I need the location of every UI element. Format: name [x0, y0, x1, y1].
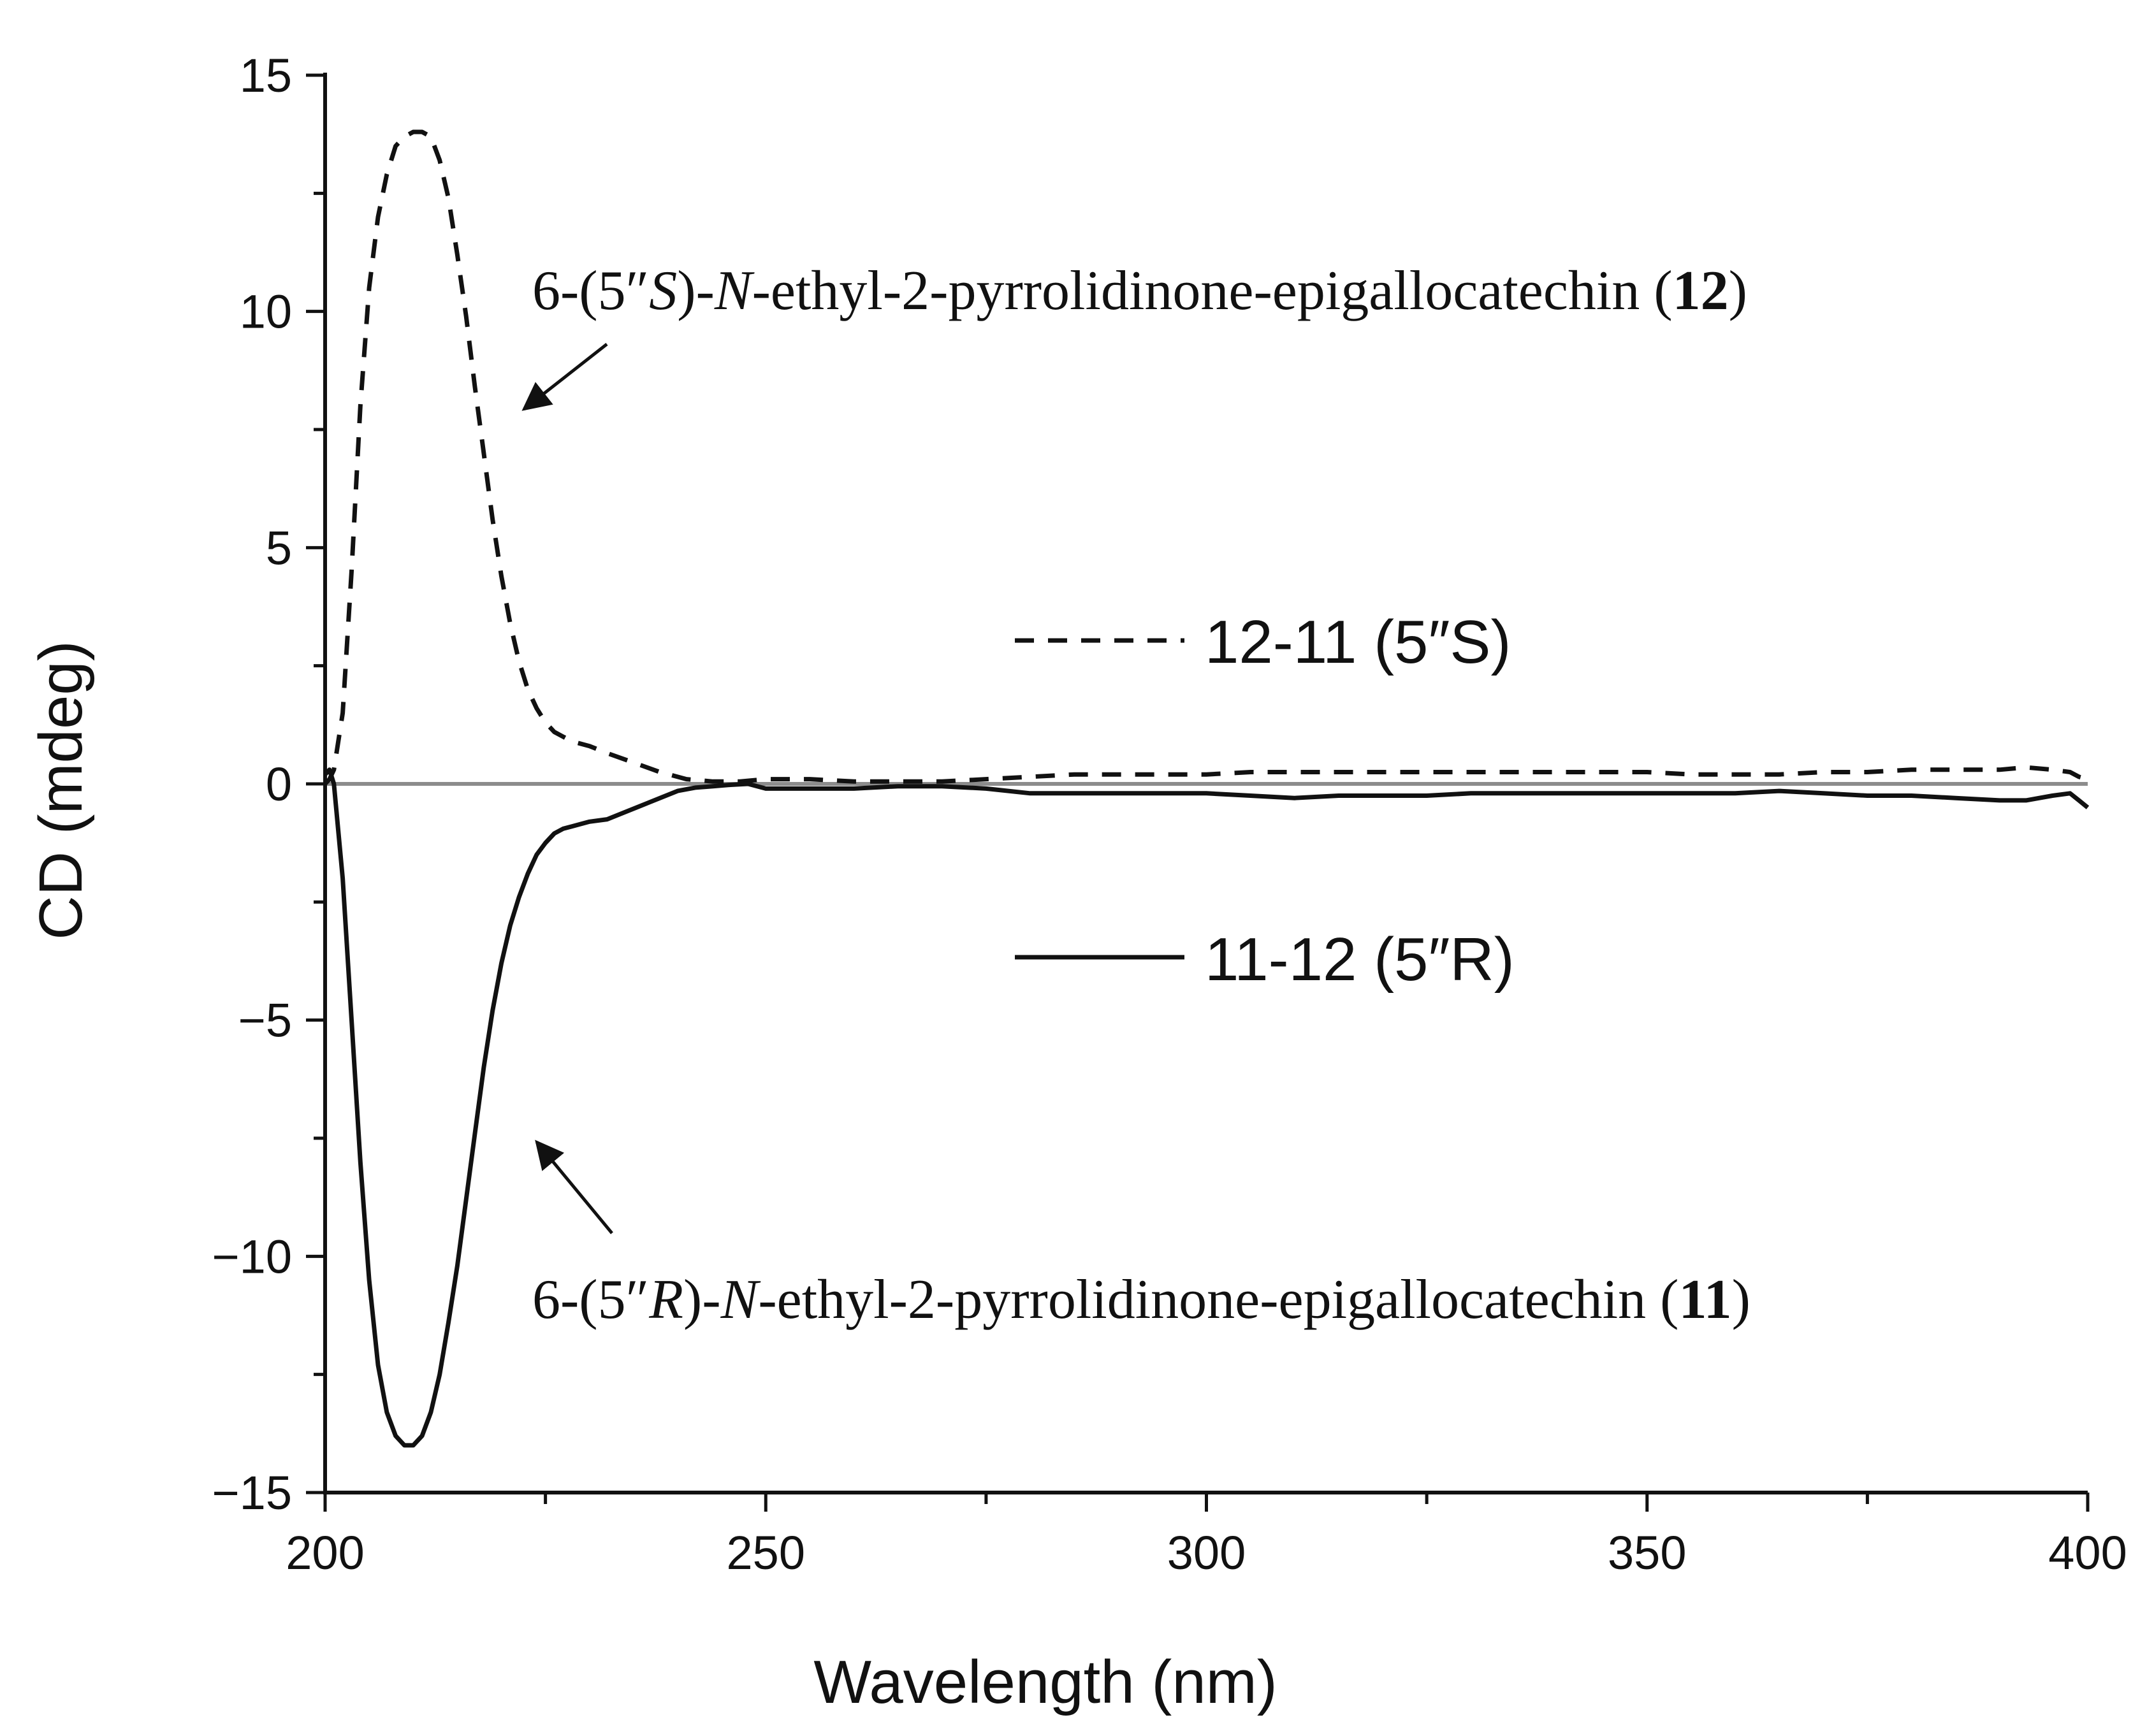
annotation-text-compound-11: 6-(5″R)-N-ethyl-2-pyrrolidinone-epigallo…	[532, 1269, 1750, 1331]
annotation-arrow-compound-11	[535, 1139, 613, 1234]
y-tick-label: −10	[212, 1230, 292, 1283]
legend-label-11-12-5R: 11-12 (5″R)	[1205, 925, 1515, 994]
y-tick-label: −5	[238, 994, 292, 1047]
annotation-arrow-compound-12	[521, 343, 608, 411]
annotation-compound-11: 6-(5″R)-N-ethyl-2-pyrrolidinone-epigallo…	[532, 1139, 1750, 1331]
x-tick-label: 400	[2048, 1526, 2127, 1579]
y-tick-label: −15	[212, 1466, 292, 1519]
y-tick-label: 15	[240, 49, 292, 102]
x-axis-title: Wavelength (nm)	[813, 1648, 1277, 1716]
y-axis-ticks: 15 10 5 0 −5 −10 −15	[212, 49, 325, 1519]
y-tick-label: 0	[266, 758, 292, 811]
x-tick-label: 300	[1167, 1526, 1246, 1579]
legend-label-12-11-5S: 12-11 (5″S)	[1205, 608, 1511, 676]
x-tick-label: 200	[286, 1526, 364, 1579]
annotation-compound-12: 6-(5″S)-N-ethyl-2-pyrrolidinone-epigallo…	[521, 260, 1747, 411]
y-axis-title: CD (mdeg)	[27, 640, 95, 939]
series-line-12-11-5S	[323, 129, 2088, 786]
x-axis-ticks: 200 250 300 350 400	[286, 1493, 2127, 1579]
series-line-11-12-5R	[323, 767, 2090, 1448]
x-tick-label: 250	[727, 1526, 805, 1579]
x-tick-label: 350	[1608, 1526, 1686, 1579]
y-tick-label: 10	[240, 286, 292, 338]
legend: 12-11 (5″S) 11-12 (5″R)	[1015, 608, 1515, 994]
annotation-text-compound-12: 6-(5″S)-N-ethyl-2-pyrrolidinone-epigallo…	[532, 260, 1747, 322]
y-tick-label: 5	[266, 521, 292, 574]
